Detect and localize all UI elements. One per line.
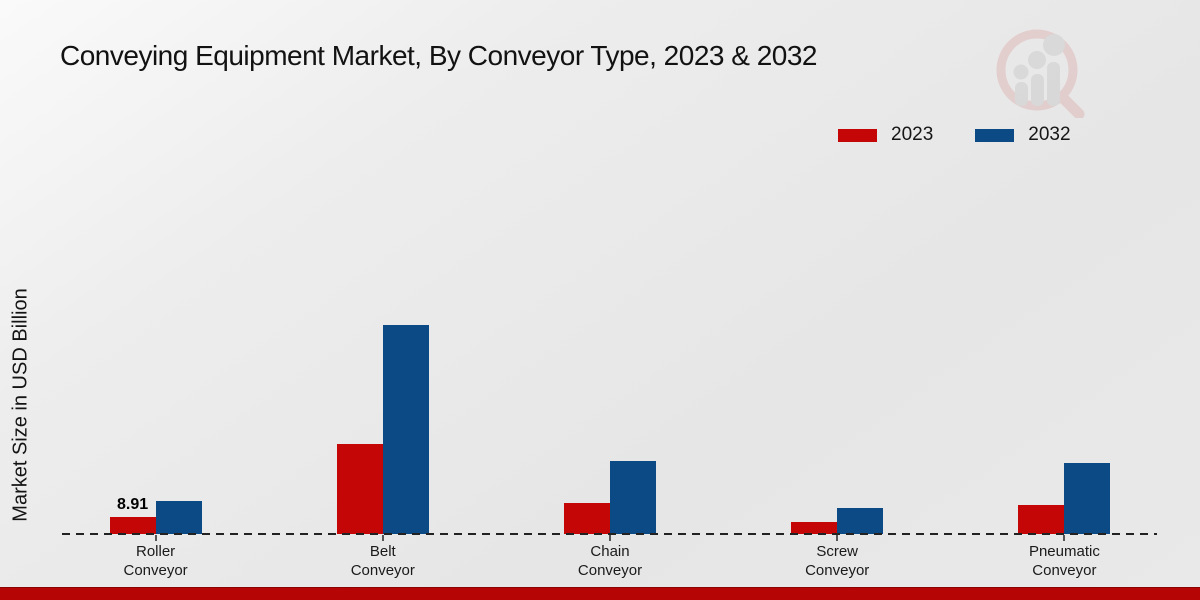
x-axis-tick <box>1063 535 1066 541</box>
bar-2032-category-0 <box>155 501 202 534</box>
x-axis-tick <box>154 535 157 541</box>
legend-swatch-2032 <box>975 128 1015 142</box>
x-axis-tick <box>609 535 611 541</box>
bar-2032-category-4 <box>1064 463 1111 534</box>
bar-2032-category-3 <box>837 508 884 534</box>
x-axis-category-label: Roller Conveyor <box>123 543 188 579</box>
x-axis-category-label: Belt Conveyor <box>350 543 415 579</box>
x-axis-category-label: Pneumatic Conveyor <box>1028 543 1100 579</box>
bar-2023-category-2 <box>564 503 610 534</box>
legend-label-2023: 2023 <box>891 124 934 145</box>
footer-accent-bar <box>0 587 1200 600</box>
x-axis-dashed-line <box>62 533 1157 535</box>
x-axis-category-label: Chain Conveyor <box>577 543 643 579</box>
legend: 2023 2032 <box>838 124 1071 146</box>
x-axis-tick <box>381 535 384 541</box>
legend-swatch-2023 <box>838 128 877 142</box>
bar-2032-category-1 <box>382 325 429 534</box>
y-axis-label: Market Size in USD Billion <box>9 288 32 522</box>
bar-2032-category-2 <box>610 461 656 534</box>
bar-2023-category-1 <box>336 444 383 534</box>
watermark-logo-icon <box>996 29 1085 118</box>
legend-item-2032: 2032 <box>975 124 1071 146</box>
bar-2023-category-3 <box>791 522 838 534</box>
bar-2023-category-0 <box>109 517 156 534</box>
x-axis-category-label: Screw Conveyor <box>805 543 870 579</box>
legend-label-2032: 2032 <box>1028 124 1071 145</box>
bar-value-label: 8.91 <box>117 496 149 513</box>
bar-2023-category-4 <box>1018 505 1065 534</box>
legend-item-2023: 2023 <box>838 124 933 146</box>
chart-title: Conveying Equipment Market, By Conveyor … <box>60 40 818 71</box>
x-axis-tick <box>836 535 839 541</box>
